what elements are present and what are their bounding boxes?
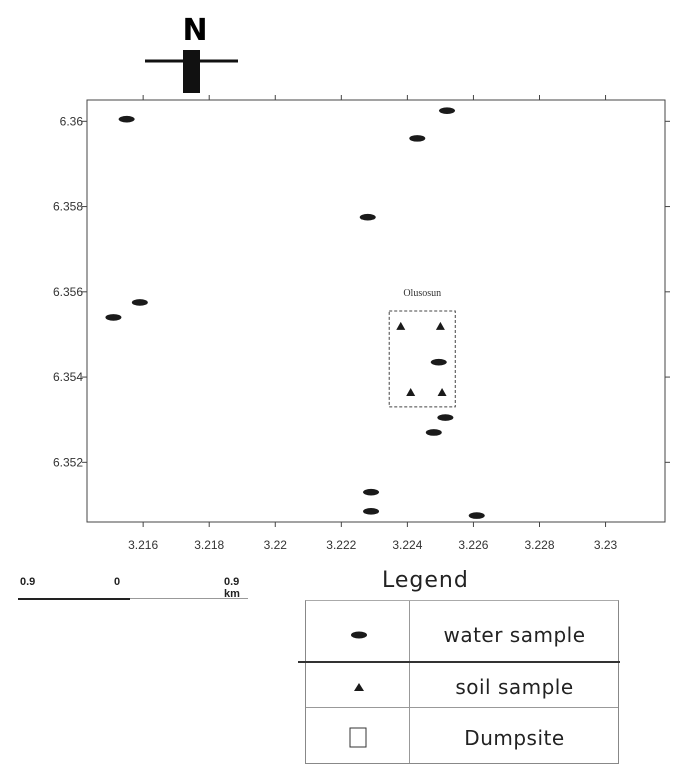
legend-divider-vertical xyxy=(409,601,410,763)
water-sample-point-0 xyxy=(118,115,135,123)
map-frame xyxy=(86,99,666,523)
north-arrow: N xyxy=(145,13,238,93)
soil-sample-point-1 xyxy=(435,321,445,330)
x-tick-label-2: 3.22 xyxy=(264,538,288,552)
water-sample-point-1 xyxy=(439,107,456,114)
x-tick-label-1: 3.218 xyxy=(194,538,224,552)
scale-bar: 0.9 0 0.9 km xyxy=(14,572,254,602)
soil-sample-icon xyxy=(353,683,364,691)
water-sample-point-3 xyxy=(359,213,376,221)
y-tick-label-4: 6.352 xyxy=(53,455,83,469)
x-tick-label-3: 3.222 xyxy=(326,538,356,552)
y-tick-label-2: 6.356 xyxy=(53,285,83,299)
map-canvas: N 3.216 3.218 3.22 3.222 3.224 3.226 3.228 3.23… xyxy=(53,13,670,552)
legend-divider-1 xyxy=(298,661,620,663)
north-arrow-shaft xyxy=(183,50,200,93)
water-sample-point-7 xyxy=(437,414,454,421)
legend-label-dumpsite: Dumpsite xyxy=(464,726,565,750)
water-sample-point-5 xyxy=(105,314,122,321)
legend-item-dumpsite: Dumpsite xyxy=(306,717,618,759)
soil-sample-point-3 xyxy=(437,387,447,396)
dumpsite-icon xyxy=(349,727,366,748)
legend-label-water-sample: water sample xyxy=(443,623,586,647)
y-tick-label-0: 6.36 xyxy=(60,114,84,128)
water-sample-point-9 xyxy=(363,488,380,496)
dumpsite-boundary xyxy=(388,310,456,408)
north-label: N xyxy=(182,13,207,48)
legend-label-soil-sample: soil sample xyxy=(455,675,574,699)
dumpsite-layer xyxy=(388,310,456,408)
site-label: Olusosun xyxy=(403,288,441,299)
legend-divider-2 xyxy=(306,707,618,708)
water-sample-point-10 xyxy=(363,508,380,515)
water-sample-point-2 xyxy=(409,135,426,142)
water-sample-icon xyxy=(350,631,367,639)
scale-bar-line-light xyxy=(130,598,248,599)
legend-item-soil-sample: soil sample xyxy=(306,667,618,707)
water-sample-point-6 xyxy=(430,358,447,366)
x-tick-label-6: 3.228 xyxy=(524,538,554,552)
axis-layer: 3.216 3.218 3.22 3.222 3.224 3.226 3.228 3.23 6.… xyxy=(53,95,670,552)
scale-bar-line xyxy=(18,598,130,600)
legend-table: water sample soil sample Dumpsite xyxy=(298,600,620,764)
x-tick-label-7: 3.23 xyxy=(594,538,618,552)
x-tick-label-4: 3.224 xyxy=(392,538,422,552)
legend-title: Legend xyxy=(382,568,469,593)
scale-right-label: 0.9 km xyxy=(224,576,240,600)
sample-layer xyxy=(105,107,485,519)
scale-left-label: 0.9 xyxy=(20,576,36,588)
water-sample-point-4 xyxy=(131,299,148,306)
soil-sample-point-0 xyxy=(396,321,406,330)
y-tick-label-3: 6.354 xyxy=(53,370,83,384)
x-tick-label-0: 3.216 xyxy=(128,538,158,552)
legend-item-water-sample: water sample xyxy=(306,615,618,655)
soil-sample-point-2 xyxy=(406,387,416,396)
scale-mid-label: 0 xyxy=(114,576,121,588)
water-sample-point-8 xyxy=(425,429,442,436)
y-tick-label-1: 6.358 xyxy=(53,200,83,214)
x-tick-label-5: 3.226 xyxy=(458,538,488,552)
water-sample-point-11 xyxy=(468,512,485,519)
